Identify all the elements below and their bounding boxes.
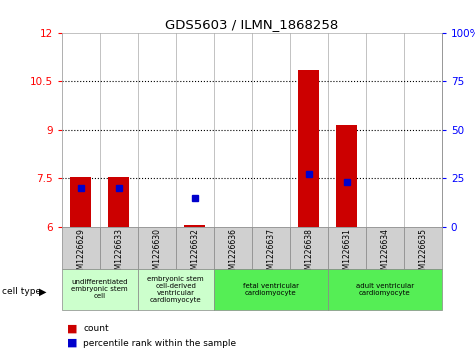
Bar — [70, 177, 91, 227]
Text: ▶: ▶ — [39, 286, 47, 297]
Text: embryonic stem
cell-derived
ventricular
cardiomyocyte: embryonic stem cell-derived ventricular … — [147, 276, 204, 303]
Text: undifferentiated
embryonic stem
cell: undifferentiated embryonic stem cell — [71, 280, 128, 299]
Bar — [184, 225, 205, 227]
Text: GSM1226632: GSM1226632 — [190, 228, 199, 279]
Bar — [176, 227, 214, 269]
Text: GSM1226631: GSM1226631 — [342, 228, 351, 279]
Text: ■: ■ — [66, 323, 77, 334]
Bar — [100, 227, 138, 269]
Bar — [214, 227, 252, 269]
Bar — [138, 227, 176, 269]
Bar — [214, 269, 328, 310]
Text: GSM1226636: GSM1226636 — [228, 228, 237, 279]
Text: GSM1226630: GSM1226630 — [152, 228, 161, 279]
Bar — [290, 227, 328, 269]
Text: cell type: cell type — [2, 287, 41, 296]
Text: GSM1226637: GSM1226637 — [266, 228, 275, 279]
Bar — [298, 70, 319, 227]
Bar — [62, 269, 138, 310]
Bar — [108, 177, 129, 227]
Bar — [252, 227, 290, 269]
Text: GSM1226635: GSM1226635 — [418, 228, 427, 279]
Text: GSM1226629: GSM1226629 — [76, 228, 85, 279]
Text: GSM1226638: GSM1226638 — [304, 228, 313, 279]
Text: GSM1226634: GSM1226634 — [380, 228, 389, 279]
Text: count: count — [83, 324, 109, 333]
Text: adult ventricular
cardiomyocyte: adult ventricular cardiomyocyte — [356, 283, 414, 296]
Text: fetal ventricular
cardiomyocyte: fetal ventricular cardiomyocyte — [243, 283, 299, 296]
Bar — [404, 227, 442, 269]
Title: GDS5603 / ILMN_1868258: GDS5603 / ILMN_1868258 — [165, 19, 338, 32]
Bar — [138, 269, 214, 310]
Bar — [328, 269, 442, 310]
Text: GSM1226633: GSM1226633 — [114, 228, 123, 279]
Bar — [366, 227, 404, 269]
Bar — [328, 227, 366, 269]
Bar — [336, 125, 357, 227]
Bar — [62, 227, 100, 269]
Text: percentile rank within the sample: percentile rank within the sample — [83, 339, 236, 347]
Text: ■: ■ — [66, 338, 77, 348]
